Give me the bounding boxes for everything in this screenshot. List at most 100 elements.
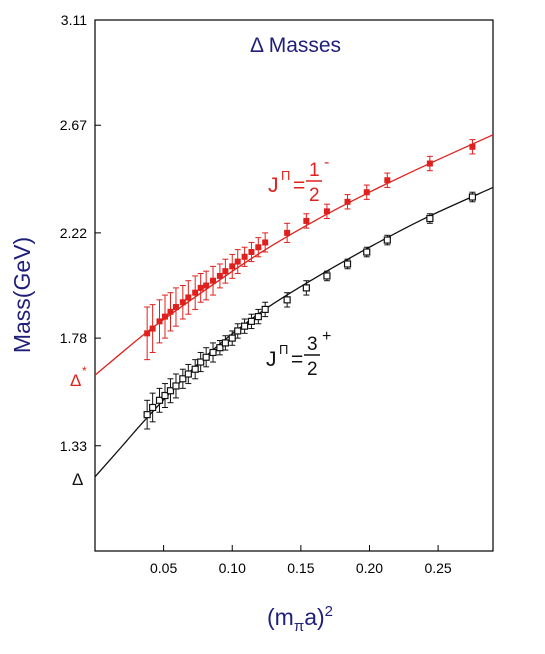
marker	[203, 282, 210, 289]
data-point	[221, 335, 229, 351]
data-point	[172, 373, 180, 399]
marker	[303, 217, 310, 224]
marker	[143, 411, 151, 419]
marker	[172, 382, 180, 390]
fit-curve	[94, 134, 494, 376]
svg-text:Π: Π	[279, 342, 288, 357]
delta-star-label: Δ *	[70, 364, 87, 390]
data-point	[144, 306, 151, 361]
black-series-label: J Π = 3 2 +	[266, 328, 331, 380]
data-point	[202, 347, 210, 368]
marker	[426, 214, 434, 223]
marker	[234, 258, 241, 265]
y-tick-label: 1.33	[60, 438, 87, 454]
svg-text:-: -	[324, 154, 329, 171]
marker	[262, 239, 269, 246]
marker	[197, 358, 205, 366]
data-point	[247, 313, 256, 330]
data-point	[229, 253, 236, 279]
marker	[240, 322, 249, 330]
marker	[283, 296, 291, 304]
x-tick-label: 0.15	[287, 560, 314, 576]
data-point	[179, 368, 187, 389]
data-point	[384, 172, 391, 188]
data-point	[303, 213, 310, 229]
data-point	[363, 184, 370, 200]
data-point	[172, 287, 179, 327]
data-point	[248, 241, 255, 263]
data-point	[192, 275, 199, 310]
svg-text:=: =	[293, 174, 305, 197]
data-point	[203, 270, 210, 301]
svg-text:3: 3	[307, 334, 318, 355]
marker	[167, 308, 174, 315]
marker	[221, 339, 229, 347]
marker	[197, 284, 204, 291]
svg-text:*: *	[82, 364, 87, 378]
y-tick-label: 1.78	[60, 330, 87, 346]
data-point	[166, 378, 175, 404]
data-point	[344, 194, 351, 210]
svg-text:+: +	[322, 328, 331, 345]
marker	[426, 160, 433, 167]
data-point	[179, 285, 186, 320]
marker	[323, 272, 331, 280]
marker	[172, 304, 179, 311]
marker	[222, 268, 229, 275]
data-point	[167, 292, 174, 332]
marker	[343, 260, 352, 268]
marker	[184, 370, 192, 378]
svg-text:2: 2	[307, 359, 318, 380]
marker	[216, 272, 223, 279]
svg-text:=: =	[291, 348, 303, 371]
marker	[179, 299, 186, 306]
marker	[229, 263, 236, 270]
data-point	[261, 301, 269, 318]
x-tick-label: 0.05	[150, 560, 177, 576]
x-tick-label: 0.10	[219, 560, 246, 576]
svg-text:J: J	[266, 348, 277, 371]
data-points	[143, 139, 477, 430]
data-point	[343, 258, 352, 270]
marker	[363, 189, 370, 196]
data-point	[284, 222, 291, 243]
x-axis-label: (mπa)2	[267, 603, 333, 635]
svg-text:2: 2	[309, 185, 320, 206]
marker	[468, 193, 477, 201]
data-point	[234, 249, 241, 275]
data-point	[216, 263, 223, 289]
delta-label: Δ	[72, 470, 83, 489]
marker	[323, 208, 330, 215]
data-point	[302, 280, 310, 296]
y-axis-label: Mass(GeV)	[9, 237, 35, 353]
red-series-label: J Π = 1 2 -	[268, 154, 329, 206]
marker	[144, 330, 151, 337]
data-point	[469, 139, 476, 155]
svg-text:Δ: Δ	[70, 371, 81, 390]
data-point	[383, 234, 391, 246]
data-point	[197, 273, 204, 303]
data-point	[161, 383, 169, 408]
y-tick-label: 3.11	[61, 12, 87, 28]
data-point	[209, 342, 217, 363]
marker	[166, 387, 175, 395]
data-point	[210, 265, 217, 296]
y-tick-label: 2.22	[60, 225, 87, 241]
data-point	[155, 387, 164, 413]
marker	[247, 317, 256, 325]
marker	[241, 253, 248, 260]
data-point	[255, 237, 262, 258]
marker	[344, 198, 351, 205]
marker	[185, 294, 192, 301]
data-point	[323, 203, 330, 220]
marker	[202, 353, 210, 361]
marker	[248, 249, 255, 256]
marker	[255, 244, 262, 251]
marker	[234, 327, 242, 335]
x-tick-label: 0.25	[424, 560, 451, 576]
marker	[228, 334, 236, 342]
marker	[161, 313, 168, 320]
y-axis: 1.33 1.78 2.22 2.67 3.11	[60, 12, 101, 454]
data-point	[161, 294, 168, 339]
